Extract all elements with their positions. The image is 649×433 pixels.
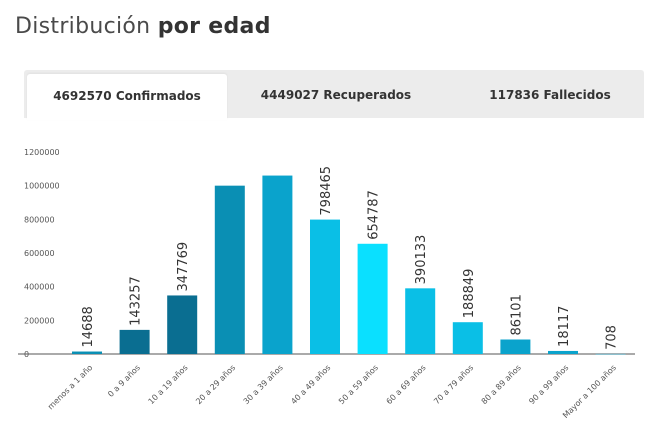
- y-tick-label: 1000000: [24, 182, 60, 191]
- bar-value-label: 18117: [557, 306, 572, 347]
- x-tick-label: Mayor a 100 años: [561, 363, 618, 420]
- bar-value-label: 188849: [462, 269, 477, 319]
- bar: [214, 185, 245, 354]
- x-tick-label: 90 a 99 años: [527, 363, 570, 406]
- tab-confirmados[interactable]: 4692570 Confirmados: [27, 74, 227, 120]
- bar: [167, 295, 198, 354]
- y-tick-label: 800000: [24, 215, 55, 224]
- y-tick-label: 1200000: [24, 148, 60, 157]
- x-tick-label: 20 a 29 años: [194, 363, 237, 406]
- title-bold: por edad: [157, 14, 271, 39]
- age-distribution-chart: 1200000100000080000060000040000020000001…: [18, 148, 635, 420]
- bar-value-label: 14688: [81, 306, 96, 347]
- tab-fallecidos[interactable]: 117836 Fallecidos: [489, 88, 611, 102]
- bar: [262, 175, 293, 354]
- bar: [500, 339, 531, 354]
- x-tick-label: 60 a 69 años: [385, 363, 428, 406]
- x-tick-label: menos a 1 año: [46, 363, 94, 411]
- bar: [72, 351, 102, 354]
- bar: [119, 329, 150, 354]
- bar-value-label: 86101: [509, 294, 524, 335]
- x-tick-label: 0 a 9 años: [106, 363, 142, 399]
- y-tick-label: 600000: [24, 249, 55, 258]
- bar: [310, 219, 340, 354]
- bar-value-label: 143257: [129, 276, 144, 326]
- y-tick-label: 400000: [24, 283, 55, 292]
- x-tick-label: 40 a 49 años: [289, 363, 332, 406]
- x-tick-label: 70 a 79 años: [432, 363, 475, 406]
- bar-value-label: 654787: [367, 190, 382, 240]
- bar: [357, 243, 388, 354]
- tab-bar: 4692570 Confirmados 4449027 Recuperados …: [24, 70, 644, 120]
- bar-value-label: 390133: [414, 235, 429, 285]
- x-tick-label: 30 a 39 años: [242, 363, 285, 406]
- x-tick-label: 80 a 89 años: [480, 363, 523, 406]
- bar-value-label: 347769: [176, 242, 191, 292]
- page-title: Distribución por edad: [15, 14, 271, 39]
- x-tick-label: 50 a 59 años: [337, 363, 380, 406]
- bar: [595, 353, 626, 355]
- bar-value-label: 708: [605, 325, 620, 350]
- bar: [452, 322, 483, 354]
- x-tick-label: 10 a 19 años: [147, 363, 190, 406]
- y-tick-label: 200000: [24, 316, 55, 325]
- tab-recuperados[interactable]: 4449027 Recuperados: [260, 88, 412, 102]
- bar-value-label: 798465: [319, 166, 334, 216]
- bar: [548, 350, 578, 354]
- title-regular: Distribución: [15, 14, 151, 39]
- bar: [405, 288, 436, 354]
